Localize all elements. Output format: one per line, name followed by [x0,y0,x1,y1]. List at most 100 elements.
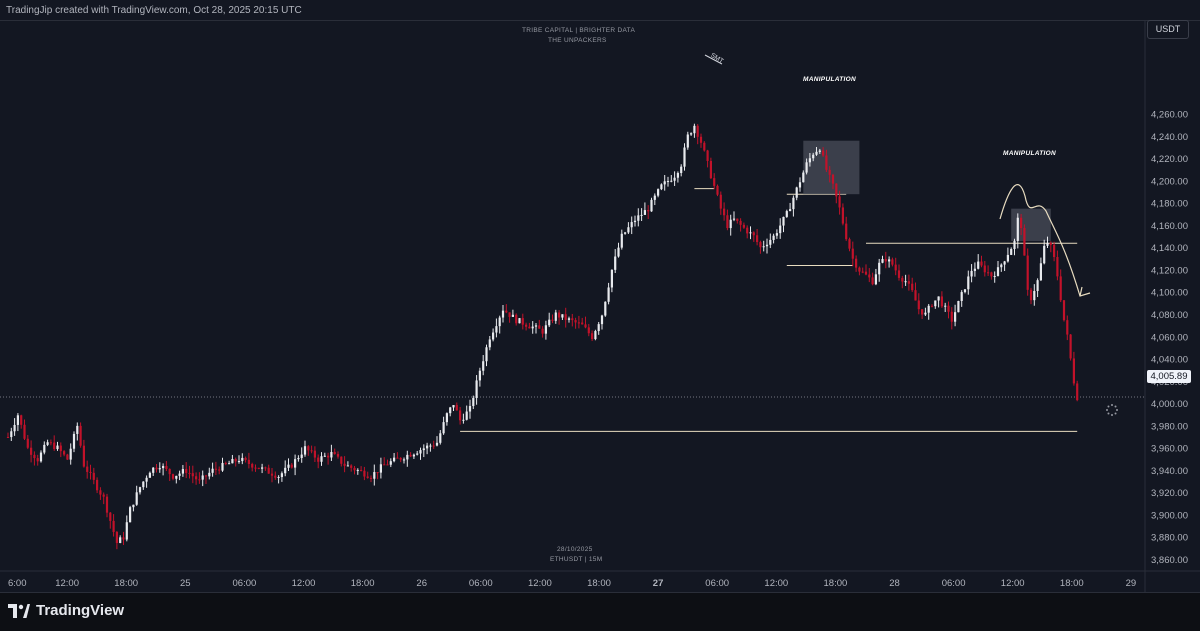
candle [36,454,39,466]
candle [597,321,600,335]
candle [647,205,650,219]
candle [531,321,534,334]
candle-body [198,479,201,481]
candle [554,309,557,324]
manipulation-label-1: MANIPULATION [803,76,856,83]
tradingview-logo[interactable]: TradingView [8,602,124,619]
candle [716,184,719,197]
candle-body [171,474,175,479]
candle-body [508,312,511,317]
candle [521,313,524,330]
candle-body [350,465,353,468]
candle-body [690,133,693,135]
candle-body [409,454,412,457]
candle-body [129,507,132,523]
candle [201,470,204,487]
candle [878,258,881,282]
candle [53,435,56,451]
x-tick-label: 12:00 [1001,578,1025,589]
x-tick-label: 18:00 [1060,578,1084,589]
candle [135,485,138,506]
candle [340,456,343,467]
candle-body [402,459,406,461]
candle [426,442,429,455]
candle-body [960,292,963,302]
candle-body [264,467,267,469]
candle [525,322,528,331]
currency-selector[interactable]: USDT [1147,20,1189,39]
candle [914,282,917,301]
candle-body [389,461,392,465]
candle [831,173,835,190]
candle [287,458,290,472]
candlestick-chart[interactable]: 3,860.00 3,880.00 3,900.00 3,920.00 3,940.00… [0,21,1200,592]
candle-body [937,296,940,301]
y-tick-label: 3,900.00 [1151,510,1188,521]
candle [373,464,376,486]
candle-body [330,451,333,458]
candle-body [284,467,287,474]
candle-body [911,283,914,291]
candle-body [604,301,607,316]
candle [218,466,221,475]
candle [911,277,914,292]
candle-body [158,468,161,470]
candle [56,441,59,451]
candle [475,375,478,405]
candle [115,530,118,550]
candle [264,466,267,471]
candle [1059,269,1062,303]
candle-body [693,125,696,134]
candle [445,412,448,426]
candle [459,406,462,425]
candle-body [812,154,815,159]
x-tick-label: 18:00 [587,578,611,589]
x-tick-label: 27 [653,578,664,589]
candle-body [901,277,904,282]
candle-body [657,189,660,196]
candle [274,471,277,480]
candle-body [366,476,369,478]
candle [538,319,541,329]
candle [940,291,943,308]
candle [313,446,316,462]
candle-body [881,259,884,263]
candle [422,444,425,458]
candle-body [488,339,491,348]
candle-body [56,445,59,450]
candle-body [20,415,23,425]
candle [10,427,13,441]
y-tick-label: 4,200.00 [1151,176,1188,187]
candle [501,305,505,323]
candle [63,450,66,457]
candle-body [541,328,544,334]
candle-body [247,459,250,464]
candle [247,452,250,469]
candle-body [577,322,580,324]
candle-body [696,125,699,137]
candle-body [944,305,947,307]
candle-body [620,233,623,248]
candle-body [211,468,214,473]
candle-body [1003,261,1006,265]
spinner-dot [1111,414,1113,416]
candle-body [521,318,524,325]
candle [709,157,712,180]
candle-body [511,314,514,317]
candle-body [300,454,303,458]
candle-body [650,199,653,212]
candle-body [346,465,349,467]
candle-body [841,207,844,224]
candle [973,262,976,277]
candle-body [214,468,217,470]
candle [759,240,762,254]
candle [439,430,442,445]
candle-body [1049,242,1052,245]
candle [389,458,392,468]
candle [765,238,769,254]
candle-body [218,469,221,471]
candle-body [1056,257,1059,277]
candle-body [736,218,739,221]
x-tick-label: 29 [1126,578,1137,589]
candle-body [660,184,663,190]
